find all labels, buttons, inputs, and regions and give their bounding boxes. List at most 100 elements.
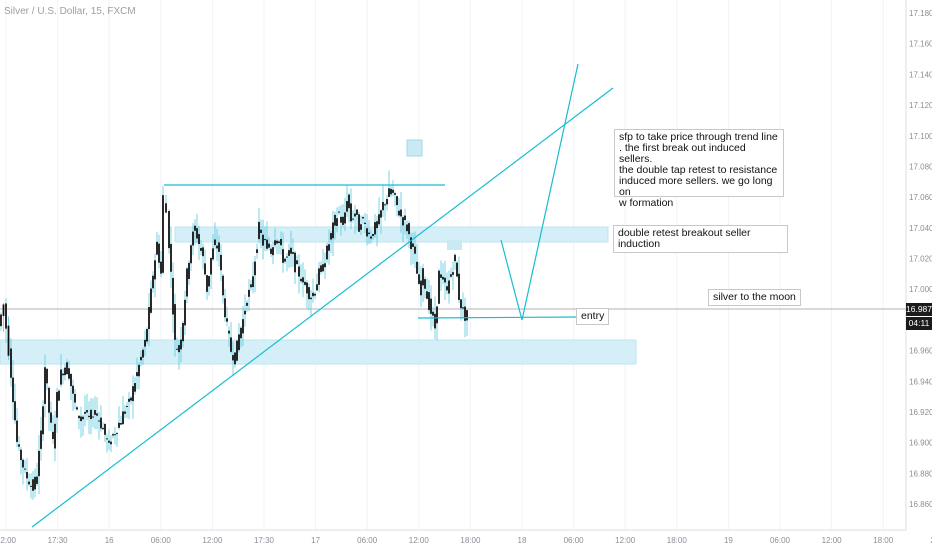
candle-body (66, 362, 68, 375)
candle-body (284, 258, 286, 262)
x-tick-label: 12:00 (615, 536, 636, 545)
candle-body (168, 211, 170, 249)
candle-body (228, 330, 230, 334)
x-tick-label: 17 (311, 536, 320, 545)
candle-body (458, 273, 460, 301)
candle-body (290, 247, 292, 254)
candle-body (28, 481, 30, 485)
candle-body (420, 280, 422, 296)
candle-body (202, 247, 204, 257)
candle-body (466, 310, 468, 321)
candle-body (412, 243, 414, 247)
candle-body (32, 479, 34, 491)
candle-body (18, 444, 20, 447)
candle-body (340, 216, 342, 223)
x-tick-label: 20 (930, 536, 932, 545)
x-tick-label: 16 (105, 536, 114, 545)
annotation-double-retest[interactable]: double retest breakout seller induction (613, 225, 788, 253)
candle-body (138, 364, 140, 377)
candle-body (200, 247, 202, 251)
candle-body (394, 193, 396, 195)
candle-body (54, 423, 56, 449)
candle-body (268, 243, 270, 248)
candle-body (384, 204, 386, 206)
symbol-label: Silver / U.S. Dollar, 15, FXCM (4, 6, 136, 17)
candle-body (14, 401, 16, 421)
candle-body (188, 262, 190, 279)
candle-body (292, 252, 294, 254)
candle-body (244, 310, 246, 315)
candle-body (162, 195, 164, 273)
candle-body (86, 410, 88, 413)
candle-body (298, 266, 300, 277)
candle-body (132, 386, 134, 402)
annotation-sfp[interactable]: sfp to take price through trend line . t… (614, 129, 784, 209)
candle-body (418, 274, 420, 284)
candle-body (108, 440, 110, 443)
candle-body (72, 385, 74, 394)
candle-body (318, 268, 320, 285)
y-tick-label: 16.900 (909, 439, 932, 448)
uptrend-line[interactable] (31, 87, 614, 528)
candle-body (180, 339, 182, 350)
candle-body (216, 245, 218, 249)
candle-body (270, 248, 272, 254)
candle-body (456, 262, 458, 277)
projection-path[interactable] (500, 63, 579, 321)
candle-body (120, 423, 122, 425)
annotation-entry[interactable]: entry (576, 308, 610, 325)
candle-body (280, 238, 282, 246)
candle-body (74, 393, 76, 403)
sfp-marker-zone (406, 139, 423, 157)
candle-body (310, 297, 312, 300)
candle-body (48, 387, 50, 413)
candle-body (64, 367, 66, 376)
candle-body (102, 427, 104, 430)
candle-body (370, 236, 372, 239)
candle-body (172, 277, 174, 315)
candle-body (278, 241, 280, 244)
candle-body (206, 275, 208, 292)
candle-body (406, 224, 408, 232)
candle-body (30, 485, 32, 487)
candle-body (410, 237, 412, 250)
candle-body (70, 373, 72, 387)
candle-body (262, 234, 264, 246)
candle-body (238, 334, 240, 351)
candle-body (358, 214, 360, 232)
candle-body (204, 263, 206, 275)
candle-body (372, 234, 374, 237)
candle-body (114, 434, 116, 436)
candle-body (258, 221, 260, 240)
candle-body (460, 299, 462, 309)
x-tick-label: 12:00 (0, 536, 17, 545)
candle-body (378, 214, 380, 225)
candle-body (322, 264, 324, 272)
candle-body (240, 327, 242, 339)
y-tick-label: 16.960 (909, 347, 932, 356)
candle-body (34, 476, 36, 490)
y-tick-label: 17.140 (909, 70, 932, 79)
entry-line[interactable] (417, 316, 579, 319)
candle-body (78, 415, 80, 419)
annotation-silver-moon[interactable]: silver to the moon (708, 289, 801, 306)
candle-body (122, 411, 124, 425)
candle-body (308, 287, 310, 300)
y-tick-label: 17.160 (909, 40, 932, 49)
candle-body (424, 279, 426, 289)
x-tick-label: 06:00 (151, 536, 172, 545)
candle-body (230, 337, 232, 352)
candle-body (272, 247, 274, 256)
candle-body (214, 239, 216, 246)
candle-body (376, 221, 378, 229)
y-tick-label: 17.040 (909, 224, 932, 233)
candle-body (348, 194, 350, 209)
candle-body (300, 278, 302, 282)
candle-body (256, 249, 258, 253)
candle-body (438, 270, 440, 304)
candle-body (422, 268, 424, 286)
support-zone (0, 339, 637, 365)
candle-body (440, 274, 442, 278)
candle-body (342, 216, 344, 225)
